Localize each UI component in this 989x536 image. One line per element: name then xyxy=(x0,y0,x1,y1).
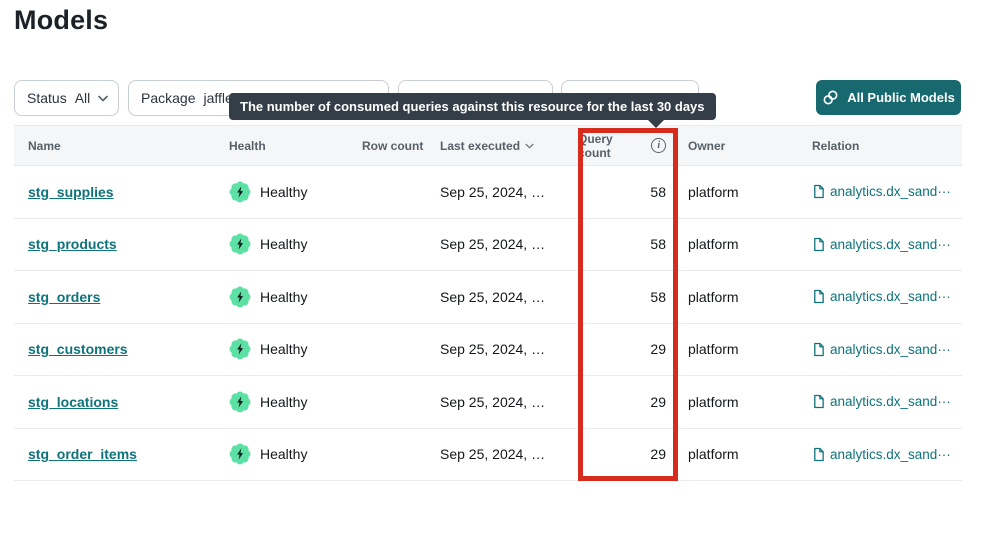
model-name-link[interactable]: stg_order_items xyxy=(28,446,137,463)
column-header-owner: Owner xyxy=(688,138,726,153)
relation-link[interactable]: analytics.dx_sand··· xyxy=(812,447,951,462)
status-filter-value: All xyxy=(74,90,91,106)
relation-link[interactable]: analytics.dx_sand··· xyxy=(812,342,951,357)
file-icon xyxy=(812,237,825,252)
owner-cell: platform xyxy=(688,236,739,253)
table-row: stg_locations Healthy Sep 25, 2024, … 29… xyxy=(14,376,962,429)
table-row: stg_customers Healthy Sep 25, 2024, … 29… xyxy=(14,323,962,376)
health-badge-icon xyxy=(229,181,251,203)
relation-label: analytics.dx_sand··· xyxy=(830,394,951,410)
tooltip-caret xyxy=(646,118,666,128)
file-icon xyxy=(812,447,825,462)
health-status-label: Healthy xyxy=(260,288,308,305)
models-table: Name Health Row count Last executed Quer… xyxy=(14,125,962,481)
health-status-label: Healthy xyxy=(260,393,308,410)
relation-label: analytics.dx_sand··· xyxy=(830,236,951,252)
table-row: stg_orders Healthy Sep 25, 2024, … 58 pl… xyxy=(14,271,962,324)
query-count-cell: 29 xyxy=(650,446,666,463)
relation-link[interactable]: analytics.dx_sand··· xyxy=(812,289,951,304)
column-header-row-count: Row count xyxy=(362,138,424,153)
public-link-icon xyxy=(822,89,839,106)
owner-cell: platform xyxy=(688,183,739,200)
last-executed-cell: Sep 25, 2024, … xyxy=(440,183,546,200)
last-executed-cell: Sep 25, 2024, … xyxy=(440,236,546,253)
owner-cell: platform xyxy=(688,393,739,410)
column-header-last-executed[interactable]: Last executed xyxy=(440,139,578,153)
column-header-health: Health xyxy=(229,138,266,153)
owner-cell: platform xyxy=(688,288,739,305)
relation-link[interactable]: analytics.dx_sand··· xyxy=(812,237,951,252)
all-public-models-label: All Public Models xyxy=(847,90,955,105)
last-executed-label: Last executed xyxy=(440,138,521,153)
status-filter-label: Status xyxy=(27,90,67,106)
relation-label: analytics.dx_sand··· xyxy=(830,341,951,357)
package-filter-label: Package xyxy=(141,90,196,106)
owner-cell: platform xyxy=(688,341,739,358)
info-icon[interactable]: i xyxy=(651,138,666,153)
table-row: stg_order_items Healthy Sep 25, 2024, … … xyxy=(14,428,962,481)
health-badge-icon xyxy=(229,338,251,360)
page-title: Models xyxy=(14,5,109,35)
health-badge-icon xyxy=(229,443,251,465)
model-name-link[interactable]: stg_locations xyxy=(28,393,119,410)
last-executed-cell: Sep 25, 2024, … xyxy=(440,446,546,463)
file-icon xyxy=(812,289,825,304)
sort-chevron-down-icon[interactable] xyxy=(525,143,534,149)
health-status-label: Healthy xyxy=(260,236,308,253)
health-badge-icon xyxy=(229,233,251,255)
column-header-relation: Relation xyxy=(812,138,860,153)
column-header-query-count: Query count i xyxy=(578,132,688,160)
query-count-cell: 29 xyxy=(650,393,666,410)
column-header-name: Name xyxy=(28,138,61,153)
owner-cell: platform xyxy=(688,446,739,463)
query-count-cell: 58 xyxy=(650,236,666,253)
health-status-label: Healthy xyxy=(260,183,308,200)
health-badge-icon xyxy=(229,286,251,308)
relation-link[interactable]: analytics.dx_sand··· xyxy=(812,184,951,199)
status-filter-dropdown[interactable]: Status All xyxy=(14,80,119,116)
health-status-label: Healthy xyxy=(260,446,308,463)
all-public-models-button[interactable]: All Public Models xyxy=(816,80,961,115)
relation-link[interactable]: analytics.dx_sand··· xyxy=(812,394,951,409)
last-executed-cell: Sep 25, 2024, … xyxy=(440,288,546,305)
health-status-label: Healthy xyxy=(260,341,308,358)
chevron-down-icon xyxy=(98,95,109,102)
query-count-cell: 29 xyxy=(650,341,666,358)
query-count-cell: 58 xyxy=(650,183,666,200)
model-name-link[interactable]: stg_orders xyxy=(28,288,101,305)
health-badge-icon xyxy=(229,391,251,413)
model-name-link[interactable]: stg_products xyxy=(28,236,117,253)
table-row: stg_supplies Healthy Sep 25, 2024, … 58 … xyxy=(14,166,962,219)
file-icon xyxy=(812,394,825,409)
model-name-link[interactable]: stg_supplies xyxy=(28,183,114,200)
table-header-row: Name Health Row count Last executed Quer… xyxy=(14,125,962,166)
query-count-label: Query count xyxy=(578,131,613,160)
table-row: stg_products Healthy Sep 25, 2024, … 58 … xyxy=(14,218,962,271)
last-executed-cell: Sep 25, 2024, … xyxy=(440,393,546,410)
relation-label: analytics.dx_sand··· xyxy=(830,446,951,462)
query-count-tooltip: The number of consumed queries against t… xyxy=(229,93,716,120)
relation-label: analytics.dx_sand··· xyxy=(830,289,951,305)
model-name-link[interactable]: stg_customers xyxy=(28,341,128,358)
last-executed-cell: Sep 25, 2024, … xyxy=(440,341,546,358)
file-icon xyxy=(812,184,825,199)
relation-label: analytics.dx_sand··· xyxy=(830,184,951,200)
file-icon xyxy=(812,342,825,357)
query-count-cell: 58 xyxy=(650,288,666,305)
